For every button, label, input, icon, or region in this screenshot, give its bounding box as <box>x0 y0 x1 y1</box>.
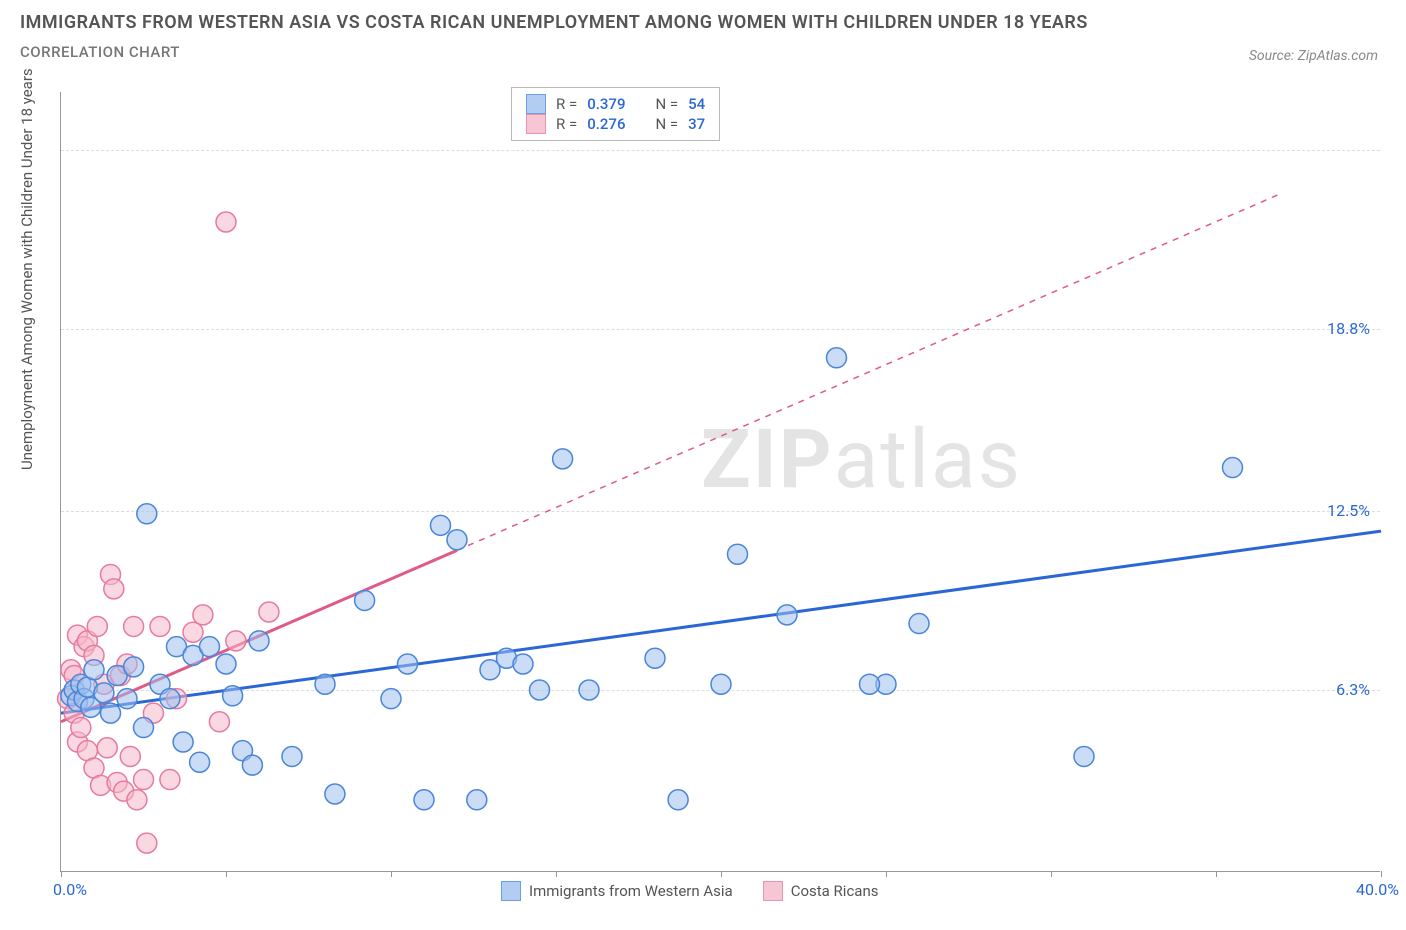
legend-label: Costa Ricans <box>791 882 879 900</box>
n-value: 37 <box>688 115 705 133</box>
r-label: R = <box>556 95 577 113</box>
data-point <box>860 674 880 694</box>
x-tick <box>226 871 227 877</box>
source-attribution: Source: ZipAtlas.com <box>1249 48 1378 64</box>
data-point <box>124 616 144 636</box>
data-point <box>101 703 121 723</box>
data-point <box>117 689 137 709</box>
data-point <box>1074 746 1094 766</box>
r-value: 0.276 <box>587 115 625 133</box>
data-point <box>249 631 269 651</box>
data-point <box>513 654 533 674</box>
data-point <box>226 631 246 651</box>
data-point <box>124 657 144 677</box>
data-point <box>84 660 104 680</box>
data-point <box>134 718 154 738</box>
data-point <box>223 686 243 706</box>
source-label: Source: <box>1249 48 1294 64</box>
data-point <box>193 605 213 625</box>
page-title: IMMIGRANTS FROM WESTERN ASIA VS COSTA RI… <box>20 12 1088 33</box>
data-point <box>71 718 91 738</box>
data-point <box>325 784 345 804</box>
data-point <box>645 648 665 668</box>
legend-swatch <box>526 114 546 134</box>
x-tick-label: 0.0% <box>53 880 87 899</box>
data-point <box>282 746 302 766</box>
data-point <box>173 732 193 752</box>
n-value: 54 <box>688 95 705 113</box>
plot-svg <box>61 92 1380 871</box>
x-tick <box>1051 871 1052 877</box>
points-blue <box>61 348 1243 810</box>
data-point <box>447 530 467 550</box>
scatter-plot: ZIPatlas 6.3%12.5%18.8% 0.0%40.0% R =0.3… <box>60 92 1380 872</box>
data-point <box>668 790 688 810</box>
data-point <box>190 752 210 772</box>
title-block: IMMIGRANTS FROM WESTERN ASIA VS COSTA RI… <box>20 12 1088 61</box>
data-point <box>87 616 107 636</box>
data-point <box>315 674 335 694</box>
legend-swatch <box>763 881 783 901</box>
data-point <box>137 833 157 853</box>
x-tick <box>61 871 62 877</box>
data-point <box>259 602 279 622</box>
legend-label: Immigrants from Western Asia <box>529 882 733 900</box>
data-point <box>216 654 236 674</box>
x-tick <box>721 871 722 877</box>
data-point <box>134 770 154 790</box>
legend-item: Costa Ricans <box>763 881 879 901</box>
source-name: ZipAtlas.com <box>1298 48 1378 64</box>
data-point <box>127 790 147 810</box>
data-point <box>414 790 434 810</box>
data-point <box>1223 458 1243 478</box>
data-point <box>150 616 170 636</box>
legend-series: Immigrants from Western Asia Costa Ricans <box>501 881 878 901</box>
data-point <box>216 212 236 232</box>
data-point <box>200 637 220 657</box>
data-point <box>728 544 748 564</box>
data-point <box>160 689 180 709</box>
data-point <box>355 590 375 610</box>
x-tick <box>391 871 392 877</box>
legend-swatch <box>501 881 521 901</box>
legend-item: Immigrants from Western Asia <box>501 881 733 901</box>
data-point <box>431 515 451 535</box>
data-point <box>120 746 140 766</box>
legend-correlation: R = 0.379 N = 54 R = 0.276 N = 37 <box>511 87 720 141</box>
data-point <box>104 579 124 599</box>
legend-row: R = 0.276 N = 37 <box>526 114 705 134</box>
data-point <box>827 348 847 368</box>
data-point <box>711 674 731 694</box>
n-label: N = <box>655 95 678 113</box>
r-label: R = <box>556 115 577 133</box>
data-point <box>137 504 157 524</box>
data-point <box>381 689 401 709</box>
x-tick <box>886 871 887 877</box>
data-point <box>553 449 573 469</box>
data-point <box>579 680 599 700</box>
y-axis-label: Unemployment Among Women with Children U… <box>18 68 36 470</box>
x-tick <box>1381 871 1382 877</box>
data-point <box>97 738 117 758</box>
data-point <box>209 712 229 732</box>
data-point <box>777 605 797 625</box>
r-value: 0.379 <box>587 95 625 113</box>
data-point <box>467 790 487 810</box>
data-point <box>160 770 180 790</box>
data-point <box>398 654 418 674</box>
x-tick <box>1216 871 1217 877</box>
data-point <box>94 683 114 703</box>
data-point <box>530 680 550 700</box>
data-point <box>242 755 262 775</box>
page-subtitle: CORRELATION CHART <box>20 43 1088 61</box>
n-label: N = <box>655 115 678 133</box>
data-point <box>909 614 929 634</box>
x-tick-label: 40.0% <box>1356 880 1399 899</box>
x-tick <box>556 871 557 877</box>
legend-row: R = 0.379 N = 54 <box>526 94 705 114</box>
legend-swatch <box>526 94 546 114</box>
